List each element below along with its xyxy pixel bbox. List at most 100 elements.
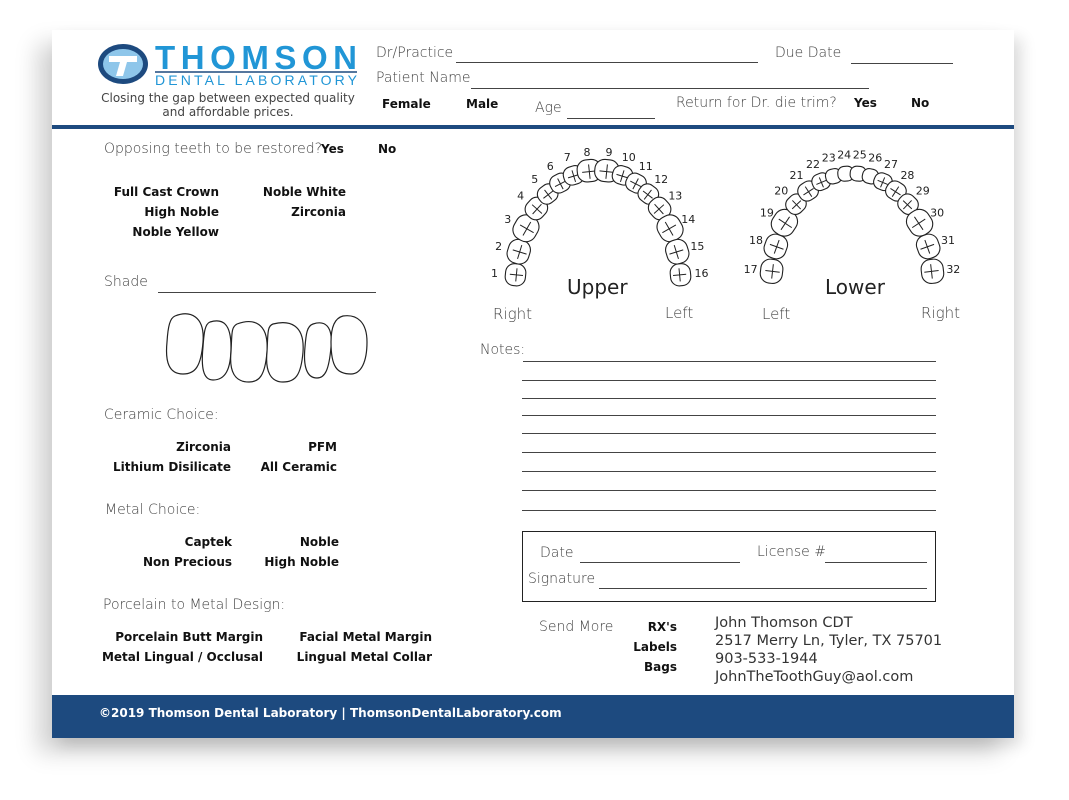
tooth-number: 10 <box>622 151 636 164</box>
contact-block: John Thomson CDT 2517 Merry Ln, Tyler, T… <box>715 614 942 686</box>
signature-field[interactable] <box>599 588 927 589</box>
return-trim-no[interactable]: No <box>911 96 930 110</box>
notes-line[interactable] <box>522 415 936 416</box>
tooth-number: 8 <box>584 146 591 159</box>
option-full-cast-crown[interactable]: Full Cast Crown <box>113 185 219 199</box>
male-option[interactable]: Male <box>466 97 499 111</box>
tooth-number: 6 <box>547 160 554 173</box>
tooth-number: 19 <box>760 206 774 219</box>
contact-name: John Thomson CDT <box>715 615 853 631</box>
return-trim-yes[interactable]: Yes <box>854 96 877 110</box>
notes-line[interactable] <box>522 398 936 399</box>
tooth-30[interactable]: 30 <box>902 205 944 240</box>
tooth-2[interactable]: 2 <box>495 237 533 266</box>
tooth-1[interactable]: 1 <box>491 263 527 287</box>
tooth-18[interactable]: 18 <box>749 231 790 261</box>
lower-right-label: Right <box>921 304 960 322</box>
ceramic-label: Ceramic Choice: <box>104 407 219 423</box>
tooth-number: 14 <box>681 213 695 226</box>
age-label: Age <box>535 100 562 116</box>
tooth-16[interactable]: 16 <box>669 263 709 287</box>
patient-name-label: Patient Name <box>376 70 471 86</box>
metal-captek[interactable]: Captek <box>184 535 232 549</box>
due-date-field[interactable] <box>851 63 953 64</box>
tooth-13[interactable]: 13 <box>645 190 683 224</box>
tagline: Closing the gap between expected quality… <box>101 91 355 119</box>
tooth-15[interactable]: 15 <box>663 237 704 266</box>
tooth-24[interactable]: 24 <box>837 148 855 182</box>
upper-right-label: Right <box>493 305 532 323</box>
ceramic-zirconia[interactable]: Zirconia <box>176 440 231 454</box>
send-more-rxs[interactable]: RX's <box>647 620 677 634</box>
ceramic-all-ceramic[interactable]: All Ceramic <box>260 460 337 474</box>
footer-bar: ©2019 Thomson Dental Laboratory | Thomso… <box>52 695 1014 738</box>
notes-line[interactable] <box>522 490 936 491</box>
patient-name-field[interactable] <box>471 88 869 89</box>
tooth-number: 16 <box>695 267 709 280</box>
tooth-number: 28 <box>900 169 914 182</box>
metal-high-noble[interactable]: High Noble <box>264 555 339 569</box>
due-date-label: Due Date <box>775 45 842 61</box>
lingual-metal-collar[interactable]: Lingual Metal Collar <box>296 650 432 664</box>
contact-email[interactable]: JohnTheToothGuy@aol.com <box>715 669 914 685</box>
license-field[interactable] <box>825 562 927 563</box>
footer-text: ©2019 Thomson Dental Laboratory | Thomso… <box>99 706 562 720</box>
female-option[interactable]: Female <box>382 97 431 111</box>
age-field[interactable] <box>567 118 655 119</box>
tooth-number: 30 <box>930 206 944 219</box>
send-more-bags[interactable]: Bags <box>644 660 677 674</box>
license-label: License # <box>757 544 826 560</box>
upper-arch-label: Upper <box>567 275 628 299</box>
shade-teeth-illustration <box>165 313 368 383</box>
option-zirconia[interactable]: Zirconia <box>291 205 346 219</box>
tooth-17[interactable]: 17 <box>744 258 784 284</box>
tooth-number: 3 <box>504 213 511 226</box>
tooth-number: 21 <box>790 169 804 182</box>
send-more-labels[interactable]: Labels <box>633 640 677 654</box>
tooth-14[interactable]: 14 <box>653 211 695 245</box>
ceramic-pfm[interactable]: PFM <box>308 440 337 454</box>
tooth-number: 13 <box>668 190 682 203</box>
send-more-label: Send More <box>539 619 614 635</box>
facial-metal-margin[interactable]: Facial Metal Margin <box>299 630 432 644</box>
notes-line[interactable] <box>523 361 936 362</box>
option-noble-yellow[interactable]: Noble Yellow <box>132 225 219 239</box>
tooth-number: 18 <box>749 234 763 247</box>
tooth-number: 12 <box>654 173 668 186</box>
notes-line[interactable] <box>522 433 936 434</box>
tooth-3[interactable]: 3 <box>504 211 543 245</box>
opposing-yes[interactable]: Yes <box>321 142 344 156</box>
date-field[interactable] <box>580 562 740 563</box>
tooth-19[interactable]: 19 <box>760 205 802 240</box>
porcelain-label: Porcelain to Metal Design: <box>103 597 286 613</box>
form-card <box>52 30 1014 738</box>
shade-field[interactable] <box>158 292 376 293</box>
tooth-number: 20 <box>774 184 788 197</box>
svg-text:THOMSON: THOMSON <box>155 42 357 76</box>
ceramic-lithium-disilicate[interactable]: Lithium Disilicate <box>112 460 231 474</box>
tooth-number: 31 <box>941 234 955 247</box>
notes-line[interactable] <box>522 510 936 511</box>
opposing-no[interactable]: No <box>378 142 397 156</box>
notes-line[interactable] <box>522 380 936 381</box>
lower-arch-label: Lower <box>825 275 885 299</box>
metal-noble[interactable]: Noble <box>299 535 339 549</box>
tooth-number: 27 <box>884 158 898 171</box>
dr-practice-field[interactable] <box>456 62 758 63</box>
notes-line[interactable] <box>522 452 936 453</box>
option-high-noble[interactable]: High Noble <box>144 205 219 219</box>
porcelain-butt-margin[interactable]: Porcelain Butt Margin <box>115 630 263 644</box>
metal-lingual-occlusal[interactable]: Metal Lingual / Occlusal <box>101 650 263 664</box>
signature-box <box>522 531 936 602</box>
notes-line[interactable] <box>522 471 936 472</box>
contact-address: 2517 Merry Ln, Tyler, TX 75701 <box>715 633 943 649</box>
metal-non-precious[interactable]: Non Precious <box>142 555 232 569</box>
tooth-number: 5 <box>531 173 538 186</box>
tooth-number: 29 <box>916 184 930 197</box>
tooth-number: 25 <box>853 148 867 161</box>
tooth-31[interactable]: 31 <box>914 231 955 261</box>
metal-label: Metal Choice: <box>105 502 201 518</box>
option-noble-white[interactable]: Noble White <box>262 185 346 199</box>
tooth-32[interactable]: 32 <box>920 258 960 284</box>
